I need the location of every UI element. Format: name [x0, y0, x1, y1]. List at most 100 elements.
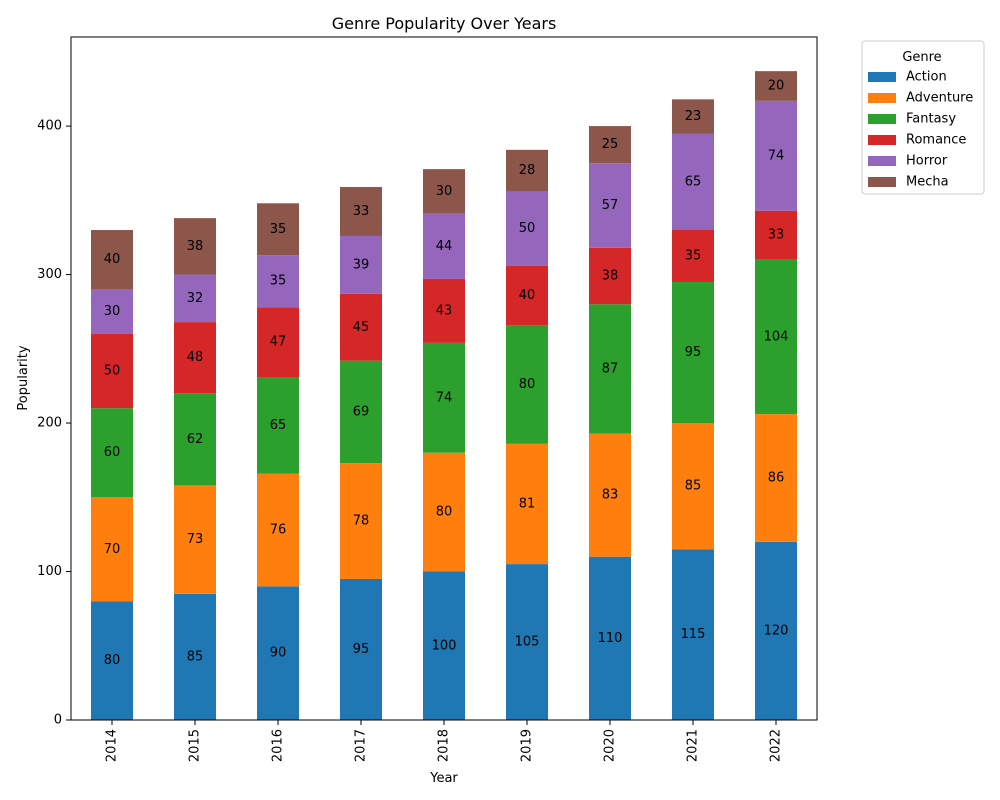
bar-adventure-2018: [423, 452, 465, 572]
data-label-adventure-2015: 73: [187, 532, 204, 547]
bar-horror-2021: [672, 133, 714, 231]
legend-swatch-mecha: [868, 177, 896, 187]
data-label-mecha-2022: 20: [768, 78, 785, 93]
bar-adventure-2022: [755, 414, 797, 542]
legend-label-romance: Romance: [906, 133, 966, 148]
bar-mecha-2018: [423, 169, 465, 214]
data-label-fantasy-2014: 60: [104, 445, 121, 460]
x-axis-title: Year: [429, 771, 458, 786]
bar-romance-2014: [91, 333, 133, 409]
x-tick-label-2022: 2022: [769, 729, 784, 762]
data-label-mecha-2020: 25: [602, 137, 619, 152]
bar-horror-2016: [257, 255, 299, 308]
bar-fantasy-2020: [589, 304, 631, 434]
bar-horror-2019: [506, 191, 548, 266]
bar-action-2016: [257, 586, 299, 720]
data-label-action-2017: 95: [353, 642, 370, 657]
bar-romance-2015: [174, 322, 216, 394]
data-label-romance-2022: 33: [768, 228, 785, 243]
y-axis: 0 100 200 300 400: [37, 119, 71, 728]
bar-fantasy-2022: [755, 259, 797, 415]
data-label-mecha-2018: 30: [436, 184, 453, 199]
bar-fantasy-2018: [423, 342, 465, 453]
data-label-fantasy-2019: 80: [519, 377, 536, 392]
data-label-action-2021: 115: [681, 627, 706, 642]
data-label-adventure-2016: 76: [270, 522, 287, 537]
data-label-horror-2017: 39: [353, 257, 370, 272]
x-tick-label-2019: 2019: [520, 729, 535, 762]
data-label-romance-2015: 48: [187, 350, 204, 365]
data-label-horror-2022: 74: [768, 148, 785, 163]
data-label-fantasy-2022: 104: [764, 329, 789, 344]
bar-adventure-2021: [672, 423, 714, 550]
y-axis-title: Popularity: [16, 345, 31, 410]
data-labels-layer: 80 70 60 50 30 40 85 73 62 48 32 38 90 76 65 47 35 35 95 78…: [104, 78, 789, 668]
bar-romance-2019: [506, 265, 548, 326]
bar-adventure-2020: [589, 433, 631, 557]
data-label-adventure-2019: 81: [519, 496, 536, 511]
bar-romance-2022: [755, 210, 797, 260]
bar-adventure-2017: [340, 463, 382, 579]
data-label-action-2016: 90: [270, 646, 287, 661]
legend-label-action: Action: [906, 70, 947, 85]
data-label-mecha-2014: 40: [104, 252, 121, 267]
data-label-mecha-2017: 33: [353, 204, 370, 219]
x-axis: 2014 2015 2016 2017 2018 2019 2020 2021 2022: [105, 720, 784, 762]
data-label-adventure-2021: 85: [685, 479, 702, 494]
bar-mecha-2020: [589, 126, 631, 164]
legend-label-fantasy: Fantasy: [906, 112, 956, 127]
bar-horror-2017: [340, 235, 382, 294]
data-label-action-2020: 110: [598, 631, 623, 646]
data-label-horror-2015: 32: [187, 291, 204, 306]
bar-mecha-2016: [257, 203, 299, 256]
legend-swatch-fantasy: [868, 114, 896, 124]
bar-fantasy-2017: [340, 360, 382, 464]
bar-mecha-2014: [91, 230, 133, 290]
bar-fantasy-2019: [506, 325, 548, 444]
bar-adventure-2014: [91, 497, 133, 602]
x-tick-label-2014: 2014: [105, 729, 120, 762]
data-label-horror-2016: 35: [270, 274, 287, 289]
data-label-romance-2018: 43: [436, 303, 453, 318]
legend-label-adventure: Adventure: [906, 91, 973, 106]
data-label-romance-2017: 45: [353, 320, 370, 335]
x-tick-label-2016: 2016: [271, 729, 286, 762]
data-label-adventure-2017: 78: [353, 514, 370, 529]
data-label-fantasy-2021: 95: [685, 345, 702, 360]
legend-swatch-romance: [868, 135, 896, 145]
data-label-action-2022: 120: [764, 623, 789, 638]
bar-action-2017: [340, 578, 382, 720]
legend: Genre Action Adventure Fantasy Romance Horro…: [861, 40, 985, 195]
bar-romance-2018: [423, 279, 465, 343]
bar-mecha-2017: [340, 186, 382, 236]
y-tick-label-200: 200: [37, 416, 62, 431]
data-label-adventure-2022: 86: [768, 470, 785, 485]
data-label-fantasy-2018: 74: [436, 390, 453, 405]
data-label-action-2015: 85: [187, 649, 204, 664]
bar-mecha-2022: [755, 71, 797, 101]
bar-fantasy-2016: [257, 377, 299, 474]
y-tick-label-400: 400: [37, 119, 62, 134]
data-label-mecha-2016: 35: [270, 222, 287, 237]
legend-swatch-action: [868, 72, 896, 82]
legend-title: Genre: [902, 50, 941, 65]
y-tick-label-100: 100: [37, 564, 62, 579]
legend-swatch-adventure: [868, 93, 896, 103]
data-label-romance-2016: 47: [270, 335, 287, 350]
data-label-fantasy-2016: 65: [270, 418, 287, 433]
x-tick-label-2020: 2020: [603, 729, 618, 762]
data-label-romance-2020: 38: [602, 269, 619, 284]
bar-action-2014: [91, 601, 133, 720]
x-tick-label-2015: 2015: [188, 729, 203, 762]
data-label-horror-2021: 65: [685, 174, 702, 189]
chart-title: Genre Popularity Over Years: [332, 14, 557, 33]
x-tick-label-2021: 2021: [686, 729, 701, 762]
bar-romance-2016: [257, 307, 299, 378]
bar-fantasy-2015: [174, 393, 216, 486]
data-label-adventure-2018: 80: [436, 505, 453, 520]
data-label-action-2019: 105: [515, 635, 540, 650]
data-label-fantasy-2017: 69: [353, 404, 370, 419]
bar-mecha-2015: [174, 218, 216, 275]
